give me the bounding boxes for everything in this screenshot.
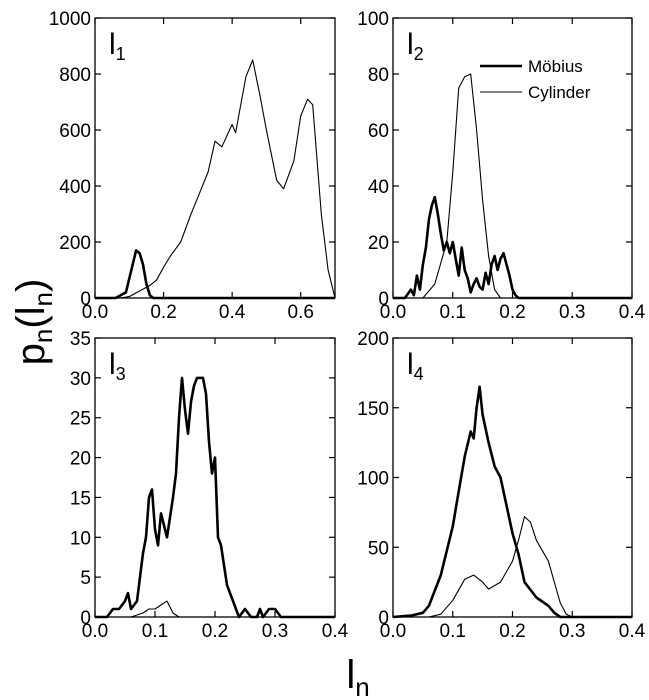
y-axis-label-inner-sub: n	[28, 292, 58, 306]
panel-label: l4	[407, 348, 424, 384]
y-tick-label: 40	[368, 177, 389, 198]
y-tick-label: 15	[70, 488, 91, 509]
x-axis-label-l: l	[346, 653, 355, 697]
x-axis-label-sub: n	[355, 672, 369, 700]
x-axis-label: ln	[346, 653, 369, 700]
y-tick-label: 20	[368, 233, 389, 254]
y-tick-label: 30	[70, 369, 91, 390]
x-tick-label: 0.0	[380, 621, 406, 642]
x-tick-label: 0.6	[288, 302, 314, 323]
panel-label: l2	[407, 28, 424, 64]
y-tick-label: 60	[368, 121, 389, 142]
panel-label: l3	[109, 348, 126, 384]
y-axis-label: pn(ln)	[9, 279, 58, 366]
y-tick-label: 200	[59, 233, 91, 254]
x-tick-label: 0.1	[440, 621, 466, 642]
series-line-cylinder	[95, 600, 335, 618]
series-line-mobius	[95, 376, 335, 619]
y-tick-label: 1000	[49, 9, 91, 30]
x-tick-label: 0.4	[219, 302, 246, 323]
x-tick-label: 0.2	[202, 621, 228, 642]
y-axis-label-p: p	[9, 343, 53, 365]
x-tick-label: 0.3	[559, 302, 585, 323]
y-tick-label: 0	[378, 289, 389, 310]
x-tick-label: 0.4	[619, 621, 646, 642]
y-tick-label: 80	[368, 65, 389, 86]
y-tick-label: 150	[357, 399, 389, 420]
series-line-cylinder	[95, 59, 336, 299]
panel-i3: 0.0 0.1 0.2 0.3 0.4 0 5 10 15 20 25 30 35 l3	[70, 329, 349, 642]
panel-label: l1	[109, 28, 126, 64]
x-tick-label: 0.2	[150, 302, 176, 323]
x-tick-label: 0.3	[262, 621, 288, 642]
y-axis-label-close: )	[9, 279, 53, 292]
plot-frame	[94, 17, 336, 299]
series-line-mobius	[392, 385, 632, 619]
y-tick-label: 800	[59, 65, 91, 86]
x-tick-label: 0.4	[619, 302, 646, 323]
x-tick-label: 0.2	[499, 621, 525, 642]
plot-frame	[392, 337, 633, 618]
panel-i4: 0.0 0.1 0.2 0.3 0.4 0 50 100 150 200 l4	[357, 329, 645, 642]
y-tick-label: 100	[357, 469, 389, 490]
legend-label: Möbius	[528, 57, 583, 76]
y-tick-label: 35	[70, 329, 91, 350]
y-tick-label: 50	[368, 538, 389, 559]
legend-label: Cylinder	[528, 83, 591, 102]
y-tick-label: 200	[357, 329, 389, 350]
y-tick-label: 20	[70, 449, 91, 470]
y-tick-label: 0	[80, 289, 91, 310]
series-line-mobius	[95, 249, 335, 300]
y-axis-label-open: (l	[9, 306, 53, 328]
series-line-cylinder	[393, 516, 632, 618]
y-tick-label: 0	[378, 608, 389, 629]
series-line-cylinder	[393, 73, 632, 299]
x-tick-label: 0.2	[499, 302, 525, 323]
plot-frame	[392, 17, 633, 299]
y-tick-label: 400	[59, 177, 91, 198]
y-tick-label: 100	[357, 9, 389, 30]
x-tick-label: 0.0	[82, 621, 108, 642]
y-tick-label: 600	[59, 121, 91, 142]
x-tick-label: 0.0	[82, 302, 108, 323]
x-tick-label: 0.0	[380, 302, 406, 323]
x-tick-label: 0.4	[322, 621, 349, 642]
y-tick-label: 0	[80, 608, 91, 629]
x-tick-label: 0.3	[559, 621, 585, 642]
y-axis-label-sub: n	[28, 329, 58, 343]
x-tick-label: 0.1	[142, 621, 168, 642]
y-tick-label: 5	[80, 568, 91, 589]
panel-i2: 0.0 0.1 0.2 0.3 0.4 0 20 40 60 80 100 l2 Möbius Cylin…	[357, 9, 645, 323]
series-line-mobius	[393, 195, 632, 300]
y-tick-label: 10	[70, 528, 91, 549]
panel-i1: 0.0 0.2 0.4 0.6 0 200 400 600 800 1000 l1	[49, 9, 336, 323]
y-tick-label: 25	[70, 409, 91, 430]
x-tick-label: 0.1	[440, 302, 466, 323]
